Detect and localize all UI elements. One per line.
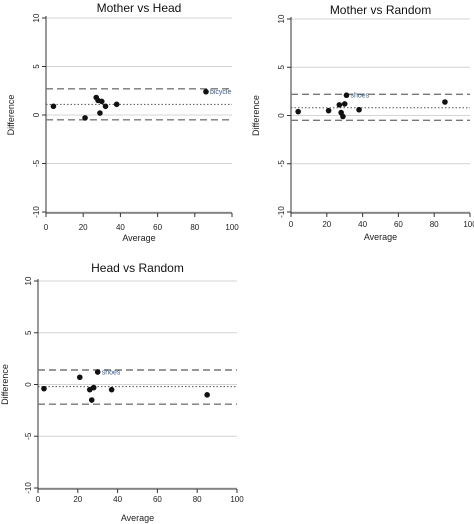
y-tick-label: 10 bbox=[24, 276, 33, 285]
x-tick-label: 20 bbox=[73, 495, 82, 504]
point-annotation: bicycle bbox=[210, 89, 232, 96]
x-axis-label: Average bbox=[122, 233, 155, 243]
x-tick-label: 40 bbox=[116, 223, 125, 232]
data-point bbox=[343, 92, 350, 99]
y-tick-label: 10 bbox=[32, 13, 41, 22]
data-point bbox=[97, 110, 103, 116]
x-tick-label: 80 bbox=[430, 220, 439, 229]
x-tick-label: 40 bbox=[113, 495, 122, 504]
x-tick-label: 80 bbox=[193, 495, 202, 504]
data-point bbox=[204, 392, 210, 398]
x-axis-label: Average bbox=[364, 232, 397, 242]
y-tick-label: -10 bbox=[24, 482, 33, 494]
data-point bbox=[113, 101, 120, 108]
x-tick-label: 20 bbox=[322, 220, 331, 229]
chart-title: Mother vs Random bbox=[330, 3, 431, 17]
data-point bbox=[99, 98, 105, 105]
data-point bbox=[88, 397, 95, 403]
y-tick-label: -5 bbox=[32, 159, 41, 167]
x-tick-label: 60 bbox=[153, 495, 162, 504]
x-tick-label: 100 bbox=[463, 220, 474, 229]
data-point bbox=[94, 369, 101, 375]
y-tick-label: -5 bbox=[277, 160, 286, 168]
data-point bbox=[90, 384, 97, 391]
y-tick-label: 0 bbox=[277, 113, 286, 118]
x-tick-label: 60 bbox=[153, 223, 162, 232]
data-point bbox=[41, 385, 47, 392]
data-point bbox=[356, 106, 362, 113]
x-axis-label: Average bbox=[121, 513, 154, 523]
x-tick-label: 100 bbox=[230, 495, 244, 504]
y-axis-label: Difference bbox=[251, 95, 261, 136]
data-point bbox=[336, 102, 343, 108]
y-tick-label: 5 bbox=[32, 64, 41, 69]
x-tick-label: 60 bbox=[394, 220, 403, 229]
y-tick-label: 10 bbox=[277, 14, 286, 23]
x-tick-label: 0 bbox=[36, 495, 41, 504]
point-annotation: shoes bbox=[102, 370, 121, 377]
y-tick-label: -10 bbox=[32, 206, 41, 218]
data-point bbox=[341, 101, 348, 107]
data-point bbox=[295, 108, 301, 115]
data-point bbox=[108, 386, 115, 393]
y-tick-label: 5 bbox=[24, 330, 33, 335]
data-point bbox=[442, 99, 448, 105]
y-tick-label: 5 bbox=[277, 64, 286, 69]
x-tick-label: 80 bbox=[190, 223, 199, 232]
x-tick-label: 0 bbox=[44, 223, 49, 232]
y-axis-label: Difference bbox=[6, 95, 16, 136]
x-tick-label: 0 bbox=[289, 220, 294, 229]
y-tick-label: -5 bbox=[24, 432, 33, 440]
data-point bbox=[325, 107, 332, 114]
chart-title: Mother vs Head bbox=[97, 1, 182, 15]
data-point bbox=[203, 88, 209, 95]
data-point bbox=[340, 113, 346, 120]
y-tick-label: 0 bbox=[24, 382, 33, 387]
x-tick-label: 40 bbox=[358, 220, 367, 229]
x-tick-label: 20 bbox=[79, 223, 88, 232]
y-tick-label: -10 bbox=[277, 206, 286, 218]
data-point bbox=[50, 103, 57, 110]
point-annotation: shoes bbox=[350, 93, 369, 100]
chart-title: Head vs Random bbox=[91, 261, 184, 275]
data-point bbox=[102, 103, 109, 110]
x-tick-label: 100 bbox=[225, 223, 239, 232]
data-point bbox=[76, 374, 83, 381]
data-point bbox=[82, 115, 88, 121]
chart-panel-2: -10-50510020406080100shoesMother vs Rand… bbox=[251, 3, 474, 242]
y-tick-label: 0 bbox=[32, 112, 41, 117]
y-axis-label: Difference bbox=[0, 364, 10, 405]
